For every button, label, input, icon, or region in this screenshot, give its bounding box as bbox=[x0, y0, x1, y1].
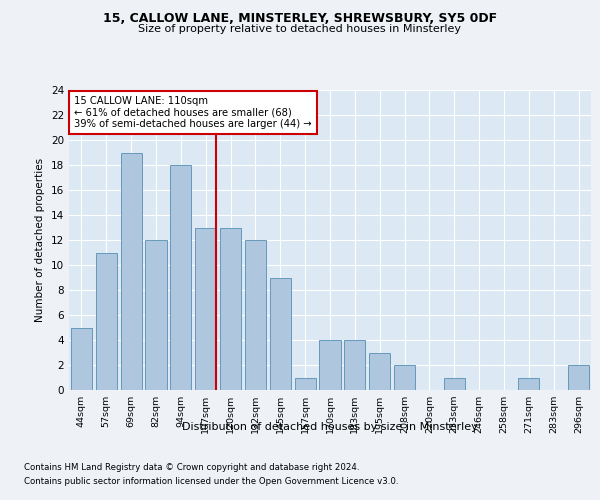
Bar bbox=[270, 278, 291, 390]
Text: 15 CALLOW LANE: 110sqm
← 61% of detached houses are smaller (68)
39% of semi-det: 15 CALLOW LANE: 110sqm ← 61% of detached… bbox=[74, 96, 312, 129]
Bar bbox=[96, 252, 117, 390]
Bar bbox=[121, 152, 142, 390]
Bar bbox=[295, 378, 316, 390]
Text: Contains HM Land Registry data © Crown copyright and database right 2024.: Contains HM Land Registry data © Crown c… bbox=[24, 464, 359, 472]
Bar bbox=[568, 365, 589, 390]
Bar bbox=[444, 378, 465, 390]
Bar bbox=[344, 340, 365, 390]
Bar bbox=[394, 365, 415, 390]
Text: Contains public sector information licensed under the Open Government Licence v3: Contains public sector information licen… bbox=[24, 477, 398, 486]
Bar bbox=[245, 240, 266, 390]
Bar bbox=[170, 165, 191, 390]
Text: Size of property relative to detached houses in Minsterley: Size of property relative to detached ho… bbox=[139, 24, 461, 34]
Bar bbox=[369, 352, 390, 390]
Text: 15, CALLOW LANE, MINSTERLEY, SHREWSBURY, SY5 0DF: 15, CALLOW LANE, MINSTERLEY, SHREWSBURY,… bbox=[103, 12, 497, 26]
Text: Distribution of detached houses by size in Minsterley: Distribution of detached houses by size … bbox=[182, 422, 478, 432]
Bar bbox=[145, 240, 167, 390]
Bar bbox=[319, 340, 341, 390]
Bar bbox=[518, 378, 539, 390]
Bar bbox=[195, 228, 216, 390]
Bar bbox=[220, 228, 241, 390]
Y-axis label: Number of detached properties: Number of detached properties bbox=[35, 158, 46, 322]
Bar bbox=[71, 328, 92, 390]
